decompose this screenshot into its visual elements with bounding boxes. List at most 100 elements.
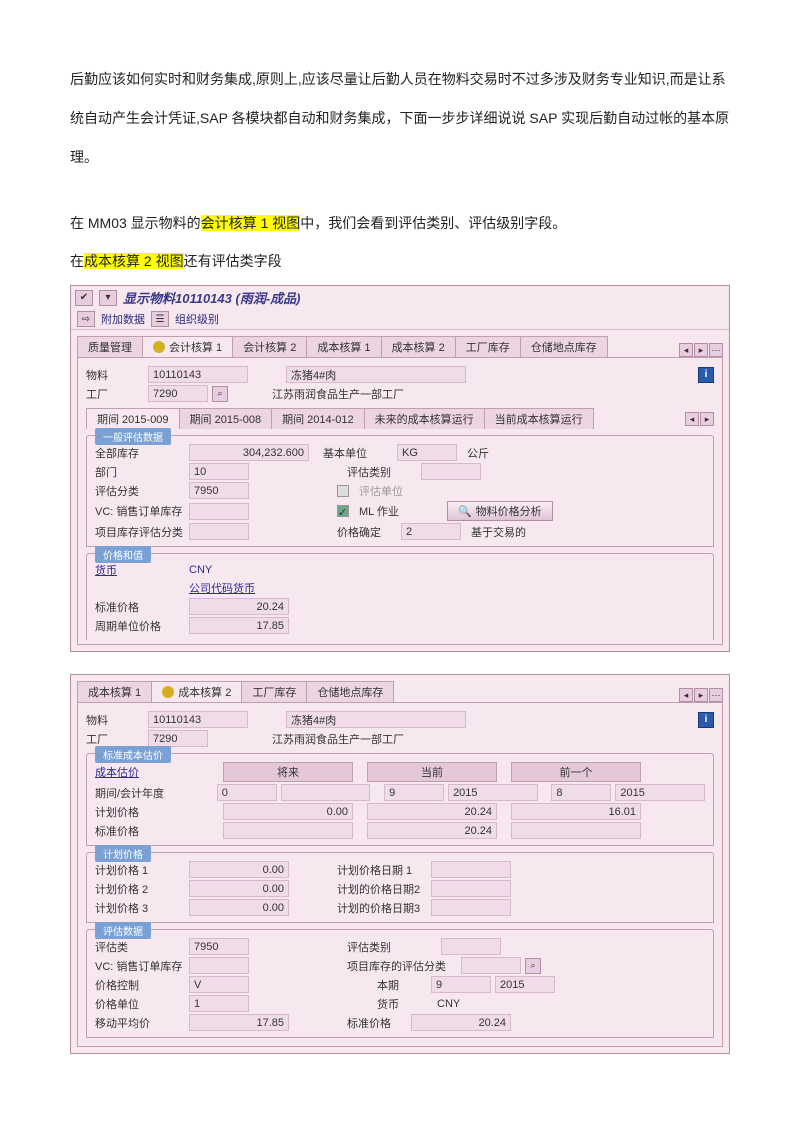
plant-field[interactable]: 7290 bbox=[148, 385, 208, 402]
f-std-future bbox=[223, 822, 353, 839]
period-tab-4[interactable]: 未来的成本核算运行 bbox=[364, 408, 485, 429]
tabstrip-2: 成本核算 1 成本核算 2 工厂库存 仓储地点库存 ◂▸⋯ bbox=[71, 675, 729, 702]
plan3-field: 0.00 bbox=[189, 899, 289, 916]
cost-est-label[interactable]: 成本估价 bbox=[95, 764, 185, 780]
material-desc: 冻猪4#肉 bbox=[286, 711, 466, 728]
tab-accounting1[interactable]: 会计核算 1 bbox=[142, 336, 233, 357]
price-det-text: 基于交易的 bbox=[471, 524, 526, 540]
tab-next-icon[interactable]: ▸ bbox=[694, 343, 708, 357]
col-previous: 前一个 bbox=[511, 762, 641, 782]
price-analysis-button[interactable]: 🔍物料价格分析 bbox=[447, 501, 553, 521]
col-current: 当前 bbox=[367, 762, 497, 782]
plant-field: 7290 bbox=[148, 730, 208, 747]
search-help-icon[interactable]: ⌕ bbox=[525, 958, 541, 974]
vc-sales-field bbox=[189, 957, 249, 974]
additional-data-link[interactable]: 附加数据 bbox=[101, 311, 145, 327]
currency-value: CNY bbox=[437, 998, 460, 1010]
f-prev-year: 2015 bbox=[615, 784, 705, 801]
vc-sales-field bbox=[189, 503, 249, 520]
price-det-label: 价格确定 bbox=[337, 524, 397, 540]
plan2-field: 0.00 bbox=[189, 880, 289, 897]
tab-storage-stock[interactable]: 仓储地点库存 bbox=[520, 336, 608, 357]
back-icon[interactable]: ✔ bbox=[75, 290, 93, 306]
tab-plant-stock[interactable]: 工厂库存 bbox=[455, 336, 521, 357]
tab2-costing2[interactable]: 成本核算 2 bbox=[151, 681, 242, 702]
info-icon[interactable]: i bbox=[698, 367, 714, 383]
total-stock-label: 全部库存 bbox=[95, 445, 185, 461]
plant-label: 工厂 bbox=[86, 731, 144, 747]
search-help-icon[interactable]: ⌕ bbox=[212, 386, 228, 402]
f-std-prev bbox=[511, 822, 641, 839]
plant-desc: 江苏雨润食品生产一部工厂 bbox=[272, 731, 404, 747]
tab-costing1[interactable]: 成本核算 1 bbox=[306, 336, 381, 357]
tab-quality[interactable]: 质量管理 bbox=[77, 336, 143, 357]
org-icon[interactable]: ☰ bbox=[151, 311, 169, 327]
standard-cost-group: 标准成本估价 成本估价 将来 当前 前一个 期间/会计年度 0 92015 bbox=[86, 753, 714, 846]
material-label: 物料 bbox=[86, 712, 144, 728]
price-unit-label: 价格单位 bbox=[95, 996, 185, 1012]
total-stock-field: 304,232.600 bbox=[189, 444, 309, 461]
tab2-costing1[interactable]: 成本核算 1 bbox=[77, 681, 152, 702]
material-field[interactable]: 10110143 bbox=[148, 366, 248, 383]
info-icon[interactable]: i bbox=[698, 712, 714, 728]
tab2-storage[interactable]: 仓储地点库存 bbox=[306, 681, 394, 702]
period-tab-2[interactable]: 期间 2015-008 bbox=[179, 408, 273, 429]
material-label: 物料 bbox=[86, 367, 144, 383]
line3-b: 还有评估类字段 bbox=[184, 253, 282, 269]
f-curr-period: 9 bbox=[384, 784, 444, 801]
line2-b: 中，我们会看到评估类别、评估级别字段。 bbox=[300, 215, 566, 231]
period-tab-5[interactable]: 当前成本核算运行 bbox=[484, 408, 594, 429]
f-curr-year: 2015 bbox=[448, 784, 538, 801]
period-tabs: 期间 2015-009 期间 2015-008 期间 2014-012 未来的成… bbox=[86, 408, 714, 429]
proj-stock-label: 项目库存评估分类 bbox=[95, 524, 185, 540]
price-value-group: 价格和值 货币 CNY 公司代码货币 标准价格 20.24 周期单位价格 17.… bbox=[86, 553, 714, 640]
val-unit-label: 评估单位 bbox=[359, 483, 403, 499]
f-std-curr: 20.24 bbox=[367, 822, 497, 839]
plan1-field: 0.00 bbox=[189, 861, 289, 878]
line2-a: 在 MM03 显示物料的 bbox=[70, 215, 201, 231]
valclass-field: 7950 bbox=[189, 938, 249, 955]
plant-label: 工厂 bbox=[86, 386, 144, 402]
base-unit-label: 基本单位 bbox=[323, 445, 393, 461]
org-level-link[interactable]: 组织级别 bbox=[175, 311, 219, 327]
planned-price-group: 计划价格 计划价格 1 0.00 计划价格日期 1 计划价格 2 0.00 计划… bbox=[86, 852, 714, 923]
valclass-label: 评估类 bbox=[95, 939, 185, 955]
std-price-label: 标准价格 bbox=[347, 1015, 407, 1031]
company-currency-link[interactable]: 公司代码货币 bbox=[189, 580, 255, 596]
f-plan-future: 0.00 bbox=[223, 803, 353, 820]
tab-costing2[interactable]: 成本核算 2 bbox=[381, 336, 456, 357]
sap-window-costing2: 成本核算 1 成本核算 2 工厂库存 仓储地点库存 ◂▸⋯ 物料 1011014… bbox=[70, 674, 730, 1054]
plan2-date-field bbox=[431, 880, 511, 897]
tab2-prev-icon[interactable]: ◂ bbox=[679, 688, 693, 702]
period-tab-3[interactable]: 期间 2014-012 bbox=[271, 408, 365, 429]
currency-label: 货币 bbox=[377, 996, 427, 1012]
intro-paragraph: 后勤应该如何实时和财务集成,原则上,应该尽量让后勤人员在物料交易时不过多涉及财务… bbox=[70, 60, 730, 178]
period-prev-icon[interactable]: ◂ bbox=[685, 412, 699, 426]
valcat-field bbox=[441, 938, 501, 955]
vc-sales-label: VC: 销售订单库存 bbox=[95, 958, 185, 974]
tab2-plant[interactable]: 工厂库存 bbox=[241, 681, 307, 702]
titlebar: ✔ ▾ 显示物料10110143 (雨润-成品) bbox=[71, 286, 729, 309]
group-title-2: 价格和值 bbox=[95, 546, 151, 563]
tab2-list-icon[interactable]: ⋯ bbox=[709, 688, 723, 702]
currency-label[interactable]: 货币 bbox=[95, 562, 185, 578]
f-plan-curr: 20.24 bbox=[367, 803, 497, 820]
f-prev-period: 8 bbox=[551, 784, 611, 801]
price-control-field: V bbox=[189, 976, 249, 993]
plan1-date-label: 计划价格日期 1 bbox=[337, 862, 427, 878]
group-title: 一般评估数据 bbox=[95, 428, 171, 445]
tab-prev-icon[interactable]: ◂ bbox=[679, 343, 693, 357]
line3-hl: 成本核算 2 视图 bbox=[84, 253, 184, 269]
window-title: 显示物料10110143 (雨润-成品) bbox=[123, 288, 300, 307]
valcat-label: 评估类别 bbox=[347, 939, 437, 955]
tab-accounting2[interactable]: 会计核算 2 bbox=[232, 336, 307, 357]
panel-body-2: 物料 10110143 冻猪4#肉 i 工厂 7290 江苏雨润食品生产一部工厂… bbox=[77, 702, 723, 1047]
period-next-icon[interactable]: ▸ bbox=[700, 412, 714, 426]
tab2-next-icon[interactable]: ▸ bbox=[694, 688, 708, 702]
menu-icon[interactable]: ▾ bbox=[99, 290, 117, 306]
tab-list-icon[interactable]: ⋯ bbox=[709, 343, 723, 357]
toolbar-icon[interactable]: ⇨ bbox=[77, 311, 95, 327]
period-tab-1[interactable]: 期间 2015-009 bbox=[86, 408, 180, 429]
planned-price-label: 计划价格 bbox=[95, 804, 185, 820]
group-title: 标准成本估价 bbox=[95, 746, 171, 763]
